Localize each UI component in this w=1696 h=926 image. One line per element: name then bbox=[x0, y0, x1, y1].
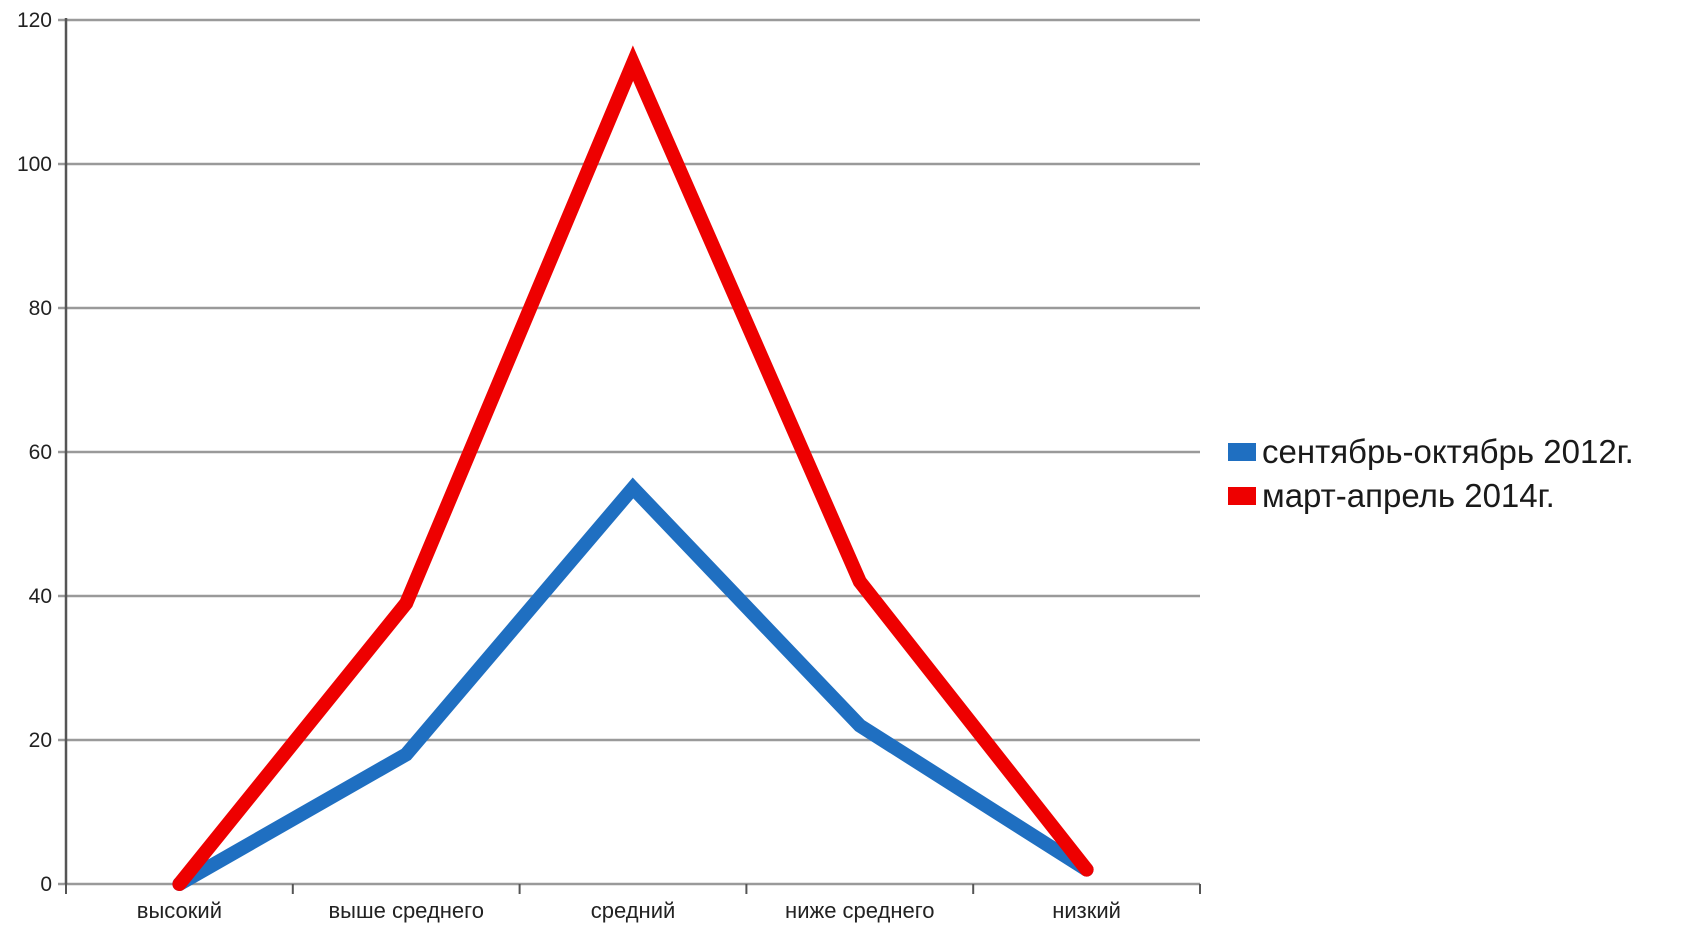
x-tick-label: выше среднего bbox=[328, 898, 483, 923]
grid-layer bbox=[58, 18, 1200, 886]
y-tick-labels: 0 20 40 60 80 100 120 bbox=[17, 9, 52, 896]
axis-layer bbox=[64, 18, 1201, 894]
legend-swatch bbox=[1228, 443, 1256, 461]
y-tick-label: 40 bbox=[29, 585, 52, 608]
legend: сентябрь-октябрь 2012г. март-апрель 2014г… bbox=[1228, 433, 1634, 514]
y-tick-label: 0 bbox=[40, 873, 52, 896]
y-tick-label: 120 bbox=[17, 9, 52, 32]
legend-swatch bbox=[1228, 487, 1256, 505]
legend-label: сентябрь-октябрь 2012г. bbox=[1262, 433, 1634, 470]
x-tick-label: высокий bbox=[137, 898, 222, 923]
y-tick-label: 20 bbox=[29, 729, 52, 752]
x-tick-label: низкий bbox=[1052, 898, 1121, 923]
series-layer bbox=[172, 45, 1094, 891]
y-tick-label: 60 bbox=[29, 441, 52, 464]
y-tick-label: 80 bbox=[29, 297, 52, 320]
x-tick-labels: высокий выше среднего средний ниже среднего… bbox=[137, 898, 1121, 923]
series-line-1 bbox=[172, 45, 1094, 891]
legend-label: март-апрель 2014г. bbox=[1262, 477, 1555, 514]
x-tick-label: средний bbox=[591, 898, 676, 923]
series-line-0 bbox=[172, 477, 1094, 891]
x-tick-label: ниже среднего bbox=[785, 898, 935, 923]
y-tick-label: 100 bbox=[17, 153, 52, 176]
